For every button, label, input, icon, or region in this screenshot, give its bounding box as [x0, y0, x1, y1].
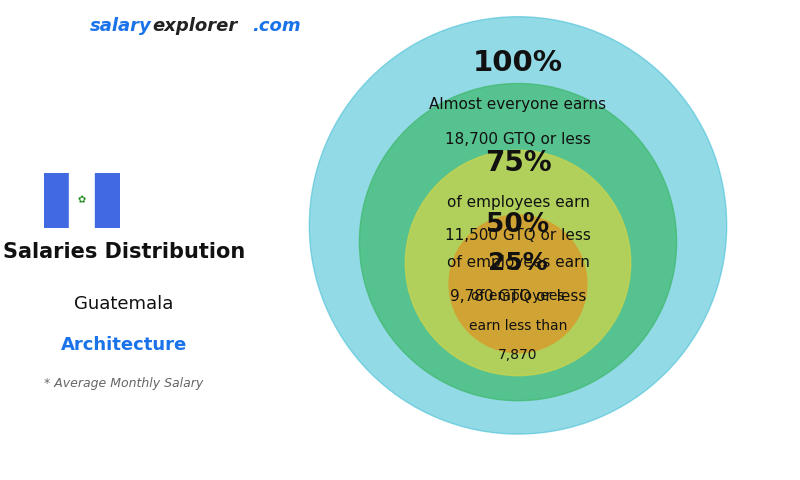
- Circle shape: [406, 150, 630, 376]
- Text: Architecture: Architecture: [61, 336, 187, 354]
- Circle shape: [310, 17, 726, 434]
- Text: explorer: explorer: [152, 17, 238, 35]
- Text: 75%: 75%: [485, 149, 551, 177]
- Text: 25%: 25%: [488, 251, 548, 275]
- Text: 9,780 GTQ or less: 9,780 GTQ or less: [450, 289, 586, 304]
- Text: * Average Monthly Salary: * Average Monthly Salary: [44, 377, 204, 390]
- Text: ✿: ✿: [78, 195, 86, 205]
- Bar: [70, 173, 94, 228]
- Text: of employees: of employees: [471, 289, 565, 303]
- Circle shape: [449, 215, 587, 353]
- Text: of employees earn: of employees earn: [446, 195, 590, 210]
- Text: Salaries Distribution: Salaries Distribution: [3, 242, 245, 263]
- Text: Almost everyone earns: Almost everyone earns: [430, 97, 606, 112]
- Text: of employees earn: of employees earn: [446, 255, 590, 270]
- Bar: [44, 173, 70, 228]
- Text: 50%: 50%: [486, 212, 550, 239]
- Circle shape: [359, 84, 677, 401]
- Text: salary: salary: [90, 17, 152, 35]
- Text: earn less than: earn less than: [469, 319, 567, 333]
- Text: .com: .com: [252, 17, 301, 35]
- Text: 7,870: 7,870: [498, 348, 538, 362]
- Text: 100%: 100%: [473, 48, 563, 77]
- Text: Guatemala: Guatemala: [74, 295, 174, 313]
- Text: 18,700 GTQ or less: 18,700 GTQ or less: [445, 132, 591, 147]
- Text: 11,500 GTQ or less: 11,500 GTQ or less: [445, 228, 591, 243]
- Bar: [94, 173, 120, 228]
